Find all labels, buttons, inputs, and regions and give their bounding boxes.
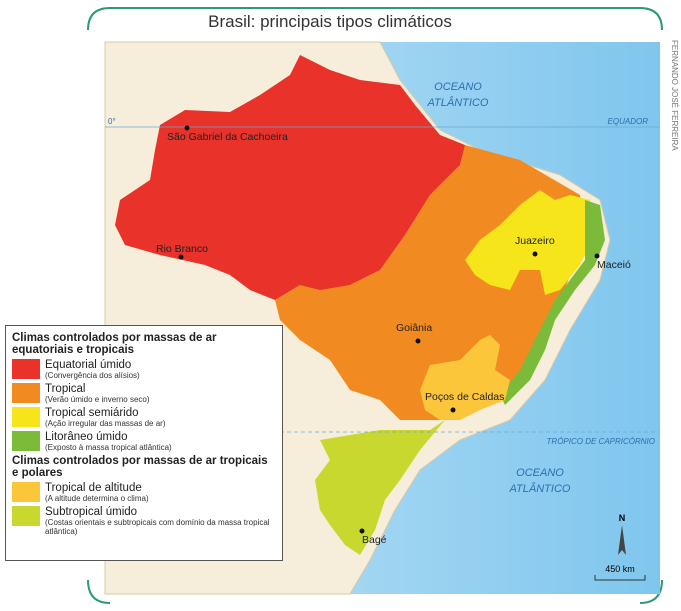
title: Brasil: principais tipos climáticos	[208, 12, 452, 31]
legend-name: Subtropical úmido	[45, 506, 138, 518]
legend-swatch	[12, 482, 40, 502]
region-coastal	[500, 200, 605, 405]
city-dot	[594, 253, 600, 259]
city-dot	[178, 254, 184, 260]
region-equatorial	[115, 55, 465, 300]
city-dot	[359, 528, 365, 534]
legend-swatch	[12, 431, 40, 451]
scale-bar	[594, 575, 646, 581]
legend-text: Equatorial úmido (Convergência dos alísio…	[45, 359, 140, 380]
legend-name: Equatorial úmido	[45, 359, 132, 371]
city-label: Rio Branco	[156, 243, 208, 255]
ocean-label: ATLÂNTICO	[427, 96, 489, 109]
legend-heading: Climas controlados por massas de ar equa…	[12, 332, 217, 356]
city-label: Bagé	[362, 534, 387, 546]
legend-name: Litorâneo úmido	[45, 431, 128, 443]
region-tropical	[275, 145, 585, 420]
legend-name: Tropical	[45, 383, 86, 395]
ocean-label: OCEANO	[434, 81, 482, 93]
city-label: Maceió	[597, 259, 631, 271]
legend-description: (Verão úmido e inverno seco)	[45, 395, 150, 404]
city-dot	[415, 338, 421, 344]
city-label: Juazeiro	[515, 235, 555, 247]
legend-text: Tropical de altitude (A altitude determin…	[45, 482, 149, 503]
legend-swatch	[12, 383, 40, 403]
credit: FERNANDO JOSÉ FERREIRA	[670, 40, 679, 151]
legend-text: Tropical semiárido (Ação irregular das ma…	[45, 407, 166, 428]
legend-heading: Climas controlados por massas de ar trop…	[12, 455, 268, 479]
equator-label: EQUADOR	[608, 117, 649, 126]
legend-description: (Exposto à massa tropical atlântica)	[45, 443, 172, 452]
legend-swatch	[12, 407, 40, 427]
ocean-label: OCEANO	[516, 467, 564, 479]
legend-swatch	[12, 506, 40, 526]
region-semiarid	[465, 190, 595, 295]
frame	[87, 7, 663, 31]
legend-description: (Ação irregular das massas de ar)	[45, 419, 166, 428]
ocean-label: ATLÂNTICO	[509, 482, 571, 495]
legend-name: Tropical de altitude	[45, 482, 142, 494]
legend-description: (A altitude determina o clima)	[45, 494, 149, 503]
legend-item: Tropical (Verão úmido e inverno seco)	[12, 383, 276, 404]
north: N	[619, 513, 626, 523]
legend-name: Tropical semiárido	[45, 407, 139, 419]
legend-item: Tropical semiárido (Ação irregular das ma…	[12, 407, 276, 428]
legend-item: Equatorial úmido (Convergência dos alísio…	[12, 359, 276, 380]
city-dot	[450, 407, 456, 413]
legend-item: Tropical de altitude (A altitude determin…	[12, 482, 276, 503]
legend-item: Subtropical úmido (Costas orientais e sub…	[12, 506, 276, 536]
city-label: São Gabriel da Cachoeira	[167, 131, 288, 143]
legend-text: Subtropical úmido (Costas orientais e sub…	[45, 506, 276, 536]
city-dot	[532, 251, 538, 257]
frame	[87, 579, 663, 604]
legend-description: (Costas orientais e subtropicais com dom…	[45, 518, 270, 536]
city-label: Poços de Caldas	[425, 391, 504, 403]
legend-item: Litorâneo úmido (Exposto à massa tropical…	[12, 431, 276, 452]
legend-text: Litorâneo úmido (Exposto à massa tropical…	[45, 431, 172, 452]
region-subtropical	[315, 420, 445, 555]
north-arrow	[618, 525, 626, 555]
scale-label: 450 km	[605, 564, 635, 574]
legend-description: (Convergência dos alísios)	[45, 371, 140, 380]
legend: Climas controlados por massas de ar equa…	[5, 325, 283, 561]
city-label: Goiânia	[396, 322, 432, 334]
equator-degree: 0°	[108, 117, 116, 126]
city-dot	[184, 125, 190, 131]
region-altitude	[420, 335, 510, 420]
legend-text: Tropical (Verão úmido e inverno seco)	[45, 383, 150, 404]
legend-swatch	[12, 359, 40, 379]
tropic-label: TRÓPICO DE CAPRICÓRNIO	[547, 437, 655, 446]
